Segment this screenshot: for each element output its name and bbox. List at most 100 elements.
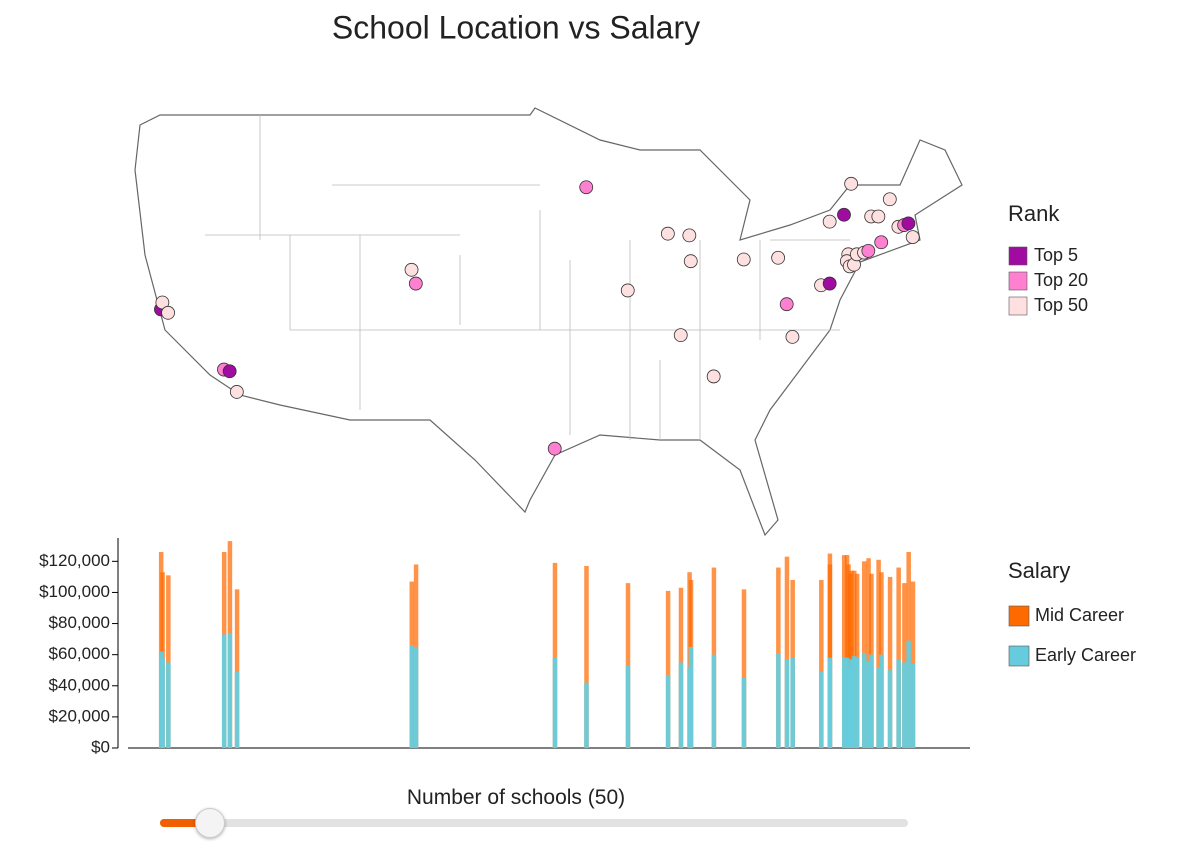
school-point	[682, 228, 697, 243]
bar	[234, 671, 240, 748]
legend-label: Top 20	[1034, 270, 1088, 290]
school-point	[408, 276, 423, 291]
bar	[665, 590, 671, 748]
bar	[866, 558, 871, 748]
bar	[866, 660, 871, 748]
bar	[584, 682, 589, 748]
bar	[234, 589, 240, 748]
bar	[819, 580, 824, 748]
bar	[879, 654, 884, 748]
school-point	[222, 364, 237, 379]
y-tick-label: $40,000	[49, 675, 110, 694]
bar	[227, 632, 233, 748]
school-point	[771, 250, 786, 265]
legend-label: Top 50	[1034, 295, 1088, 315]
bar	[887, 576, 893, 748]
legend-swatch	[1008, 271, 1028, 291]
school-point	[229, 385, 244, 399]
school-point	[706, 369, 721, 384]
bar	[854, 657, 860, 748]
bar	[413, 646, 419, 748]
school-point	[901, 216, 916, 231]
school-point	[871, 209, 886, 224]
bar	[784, 556, 790, 748]
legend-swatch	[1008, 296, 1028, 316]
bar	[688, 646, 694, 748]
bar	[160, 657, 165, 748]
school-point	[861, 243, 876, 258]
bar	[844, 555, 850, 748]
bar	[409, 645, 415, 748]
bar	[221, 634, 227, 748]
y-tick-label: $100,000	[39, 582, 110, 601]
bar	[665, 674, 671, 748]
slider-label: Number of schools (50)	[406, 786, 626, 809]
bar	[876, 667, 881, 748]
school-point	[874, 235, 889, 250]
bar	[827, 657, 833, 748]
legend-title: Salary	[1008, 558, 1070, 583]
school-point	[547, 441, 562, 456]
bar	[896, 659, 901, 748]
bar	[906, 640, 911, 748]
school-point	[837, 207, 851, 222]
school-point	[579, 180, 594, 195]
bar	[584, 566, 589, 748]
bar	[552, 657, 558, 748]
bar	[841, 657, 847, 748]
bar	[790, 657, 795, 748]
legend-swatch	[1008, 605, 1030, 627]
school-point	[785, 329, 800, 344]
bar	[784, 659, 790, 748]
bar	[852, 656, 857, 748]
bar	[678, 662, 684, 748]
bar	[776, 653, 781, 748]
chart: School Location vs Salary Rank Salary $0…	[39, 9, 1136, 756]
bar	[711, 654, 717, 748]
school-point	[620, 283, 635, 298]
school-point	[673, 328, 688, 343]
y-tick-label: $60,000	[49, 644, 110, 663]
slider-thumb[interactable]	[195, 808, 225, 838]
y-tick-label: $0	[91, 737, 110, 756]
bar	[847, 670, 853, 748]
y-tick-label: $120,000	[39, 551, 110, 570]
state-lines	[205, 115, 850, 440]
school-point	[161, 305, 175, 320]
legend-label: Early Career	[1035, 645, 1136, 665]
legend-label: Mid Career	[1035, 605, 1124, 625]
school-point	[779, 297, 794, 312]
bar	[902, 662, 907, 748]
y-tick-label: $80,000	[49, 613, 110, 632]
legend-title: Rank	[1008, 201, 1060, 226]
bar	[876, 559, 881, 748]
bar	[862, 653, 867, 748]
bar	[741, 678, 747, 748]
legend-swatch	[1008, 645, 1030, 667]
bar	[910, 664, 916, 748]
bar	[844, 657, 850, 748]
school-point	[683, 254, 698, 269]
school-point	[822, 214, 837, 229]
bar	[887, 670, 893, 748]
bar	[741, 589, 747, 748]
legend-swatch	[1008, 246, 1028, 266]
bar	[869, 654, 874, 748]
bar	[819, 671, 824, 748]
school-point	[736, 252, 751, 267]
slider-track[interactable]	[160, 819, 908, 827]
chart-title: School Location vs Salary	[332, 9, 700, 45]
school-point	[404, 262, 419, 277]
school-point	[905, 230, 920, 245]
legend-label: Top 5	[1034, 245, 1078, 265]
bar	[166, 575, 171, 748]
bar	[625, 665, 631, 748]
bar	[166, 662, 171, 748]
y-tick-label: $20,000	[49, 706, 110, 725]
bar	[827, 564, 833, 748]
bar	[841, 555, 847, 748]
bar	[896, 567, 901, 748]
school-point	[844, 176, 859, 191]
school-point	[882, 192, 897, 207]
